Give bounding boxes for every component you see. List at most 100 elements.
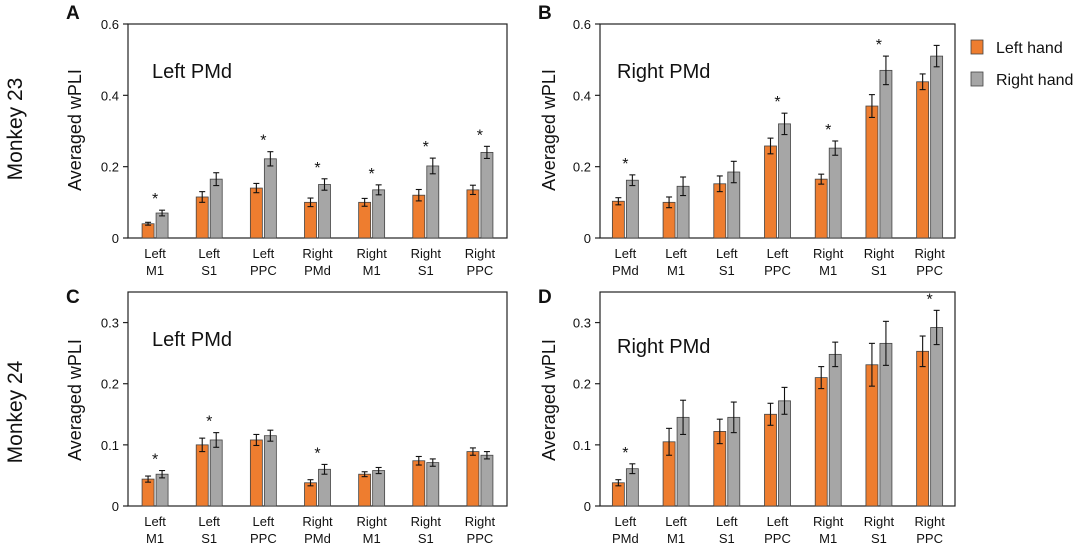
panel-b-xtick-label: Left	[615, 246, 637, 261]
panel-b-significance-asterisk: *	[622, 156, 628, 173]
panel-a: A Left PMd Averaged wPLI 0 0.2 0.4 0.6 Left M…	[65, 3, 508, 278]
panel-a-bar-left-hand	[195, 196, 209, 239]
panel-c-xtick-label: S1	[201, 531, 217, 546]
panel-b-xtick-label: Right	[813, 246, 844, 261]
panel-a-xtick-label: Right	[356, 246, 387, 261]
panel-a-bar-left-hand	[249, 187, 263, 239]
panel-b-xtick-label: Right	[914, 246, 945, 261]
panel-c-bar-left-hand	[466, 451, 480, 507]
panel-a-bar-left-hand	[141, 223, 155, 239]
panel-c-ytick-label: 0	[112, 499, 119, 514]
panel-d-bar-left-hand	[764, 413, 777, 507]
panel-a-bar-right-hand	[155, 212, 169, 239]
panel-b-xtick-label: PPC	[764, 263, 791, 278]
panel-a-title: Left PMd	[152, 61, 232, 83]
panel-c-ytick-label: 0.3	[101, 316, 119, 331]
panel-c-xtick-label: Left	[144, 514, 166, 529]
panel-a-xtick-label: S1	[201, 263, 217, 278]
panel-c-xtick-label: S1	[418, 531, 434, 546]
panel-b-ytick-label: 0	[584, 231, 591, 246]
panel-a-xtick-label: M1	[146, 263, 164, 278]
panel-b-ytick-label: 0.2	[573, 160, 591, 175]
panel-c-xtick-label: Left	[198, 514, 220, 529]
panel-b-xtick-label: S1	[871, 263, 887, 278]
panel-b-bar-left-hand	[764, 145, 777, 239]
panel-d-frame	[599, 291, 956, 507]
panel-b-xtick-label: Left	[665, 246, 687, 261]
panel-b-xtick-label: Left	[767, 246, 789, 261]
panel-c-xtick-label: M1	[363, 531, 381, 546]
panel-a-ytick-label: 0.4	[101, 88, 119, 103]
panel-c-bar-left-hand	[195, 444, 209, 507]
panel-a-bar-right-hand	[263, 158, 277, 239]
panel-d-ytick-label: 0.2	[573, 377, 591, 392]
panel-d-title: Right PMd	[617, 336, 710, 358]
panel-b-xtick-label: S1	[719, 263, 735, 278]
panel-b-xtick-label: Right	[864, 246, 895, 261]
panel-d-significance-asterisk: *	[927, 291, 933, 308]
panel-letter-d: D	[538, 287, 552, 308]
panel-d-bar-right-hand	[879, 342, 893, 507]
panel-a-xtick-label: Left	[253, 246, 275, 261]
row-label-monkey-24: Monkey 24	[4, 360, 27, 463]
panel-a-bar-left-hand	[466, 189, 480, 239]
panel-c-frame	[127, 291, 508, 507]
legend-swatch-left-hand	[970, 39, 984, 55]
panel-d-xtick-label: Right	[914, 514, 945, 529]
panel-a-ytick-label: 0.2	[101, 160, 119, 175]
panel-a-significance-asterisk: *	[260, 133, 266, 150]
panel-a-bar-right-hand	[209, 178, 223, 239]
panel-a-bar-right-hand	[480, 151, 494, 239]
legend-label-right-hand: Right hand	[996, 72, 1073, 89]
panel-c-xtick-label: Right	[465, 514, 496, 529]
panel-b-bar-right-hand	[625, 179, 639, 239]
panel-a-bar-right-hand	[426, 165, 440, 239]
panel-a-xtick-label: M1	[363, 263, 381, 278]
panel-a-significance-asterisk: *	[152, 191, 158, 208]
legend-label-left-hand: Left hand	[996, 40, 1063, 57]
panel-a-bar-left-hand	[358, 201, 372, 239]
panel-c-xtick-label: PPC	[250, 531, 277, 546]
panel-b-significance-asterisk: *	[825, 122, 831, 139]
panel-c-bar-right-hand	[155, 473, 169, 507]
panel-a-xtick-label: S1	[418, 263, 434, 278]
panel-c-bar-right-hand	[209, 439, 223, 507]
panel-b-bar-left-hand	[814, 178, 828, 239]
panel-d-significance-asterisk: *	[622, 445, 628, 462]
panel-c-significance-asterisk: *	[206, 414, 212, 431]
panel-a-xtick-label: Right	[465, 246, 496, 261]
panel-a-xtick-label: PPC	[467, 263, 494, 278]
panel-a-significance-asterisk: *	[314, 160, 320, 177]
panel-a-xtick-label: PMd	[304, 263, 331, 278]
panel-d-ytick-label: 0.3	[573, 316, 591, 331]
panel-d-xtick-label: Left	[767, 514, 789, 529]
panel-b-frame	[599, 23, 956, 239]
panel-a-bar-right-hand	[372, 189, 386, 239]
panel-c-bar-right-hand	[372, 470, 386, 507]
panel-b: B Right PMd Averaged wPLI 0 0.2 0.4 0.6 Left…	[538, 3, 956, 278]
panel-a-xtick-label: Right	[411, 246, 442, 261]
panel-a-frame	[127, 23, 508, 239]
panel-c-significance-asterisk: *	[314, 445, 320, 462]
panel-a-xtick-label: Left	[144, 246, 166, 261]
panel-b-bar-left-hand	[916, 81, 930, 239]
panel-d-bar-right-hand	[828, 353, 842, 507]
panel-c-xtick-label: PMd	[304, 531, 331, 546]
panel-d-ytick-label: 0.1	[573, 438, 591, 453]
panel-c-ylabel: Averaged wPLI	[65, 339, 85, 461]
panel-c-title: Left PMd	[152, 329, 232, 351]
panel-a-xtick-label: Left	[198, 246, 220, 261]
panel-d-xtick-label: Left	[615, 514, 637, 529]
panel-c-xtick-label: M1	[146, 531, 164, 546]
panel-letter-c: C	[66, 287, 80, 308]
panel-d-bar-left-hand	[814, 377, 828, 507]
panel-d-bar-right-hand	[625, 468, 639, 507]
panel-c-xtick-label: Right	[356, 514, 387, 529]
panel-c-bar-left-hand	[249, 439, 263, 507]
panel-a-ytick-label: 0.6	[101, 17, 119, 32]
panel-b-xtick-label: PPC	[916, 263, 943, 278]
panel-d-xtick-label: S1	[719, 531, 735, 546]
panel-d-xtick-label: M1	[819, 531, 837, 546]
